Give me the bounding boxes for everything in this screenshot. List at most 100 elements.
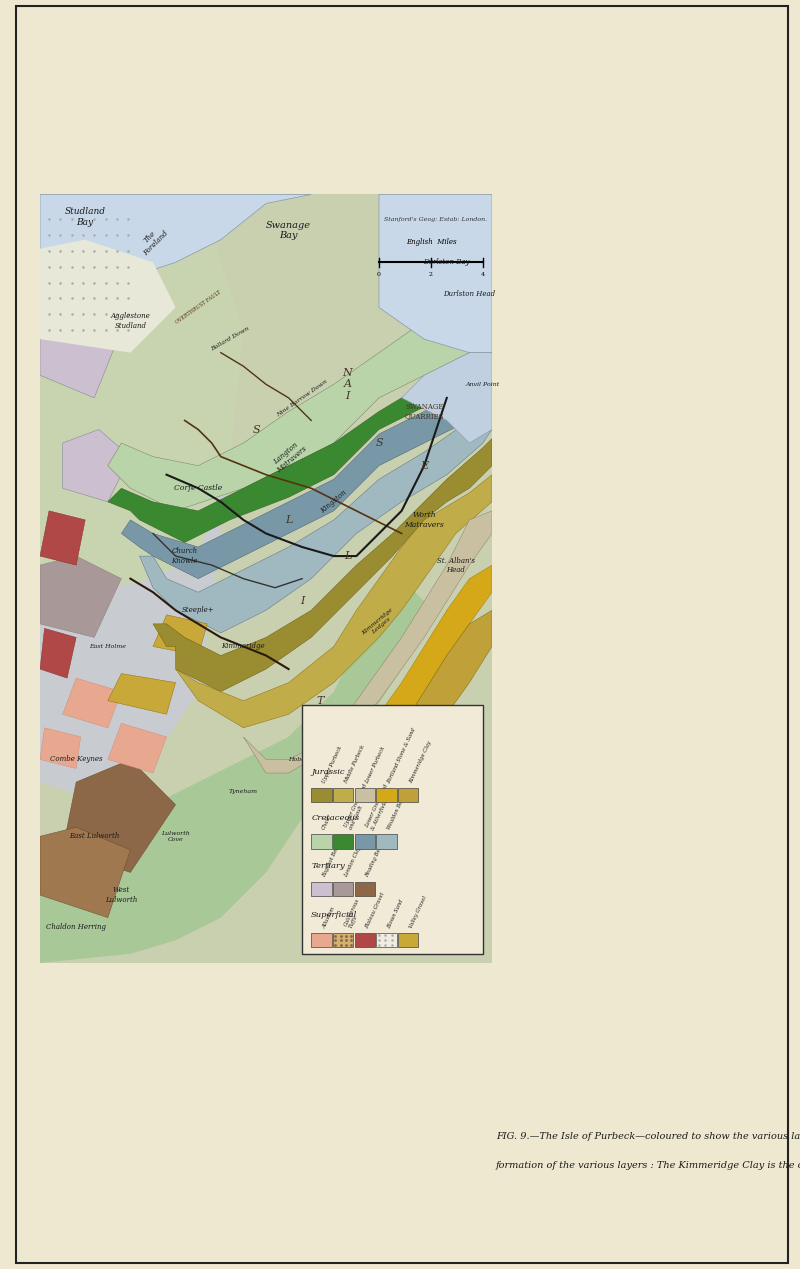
Text: FIG. 9.—The Isle of Purbeck—coloured to show the various layers which are expose: FIG. 9.—The Isle of Purbeck—coloured to … [496, 1132, 800, 1141]
Text: Anvil Point: Anvil Point [466, 382, 500, 387]
Text: Blown Sand: Blown Sand [386, 898, 404, 929]
Polygon shape [40, 194, 311, 284]
Bar [302, 706, 483, 954]
Text: Upper Greensand
and Gault: Upper Greensand and Gault [343, 783, 373, 831]
Polygon shape [311, 565, 492, 805]
Bar [398, 788, 418, 802]
Text: Alluvium: Alluvium [322, 906, 336, 929]
Text: Hobarrow Bay: Hobarrow Bay [288, 758, 334, 761]
Polygon shape [108, 674, 176, 714]
Bar [376, 788, 397, 802]
Text: Combe Keynes: Combe Keynes [50, 755, 102, 764]
Text: Durlston Head: Durlston Head [443, 289, 495, 298]
Text: Studland
Bay: Studland Bay [65, 207, 106, 227]
Text: 4: 4 [481, 272, 485, 277]
Text: Lulworth
Cove: Lulworth Cove [162, 831, 190, 841]
Polygon shape [40, 728, 81, 769]
Text: St. Alban's
Head: St. Alban's Head [437, 557, 475, 574]
Text: West
Lulworth: West Lulworth [105, 887, 138, 904]
Text: East Lulworth: East Lulworth [69, 832, 119, 840]
Text: Superficial: Superficial [311, 911, 358, 920]
Bar [311, 933, 331, 947]
Polygon shape [153, 614, 207, 656]
Text: Middle Purbeck: Middle Purbeck [343, 744, 366, 784]
Text: Swanage
Bay: Swanage Bay [266, 221, 311, 240]
Polygon shape [40, 827, 130, 917]
Text: Langton
Matravers: Langton Matravers [269, 438, 308, 475]
Bar [398, 933, 418, 947]
Text: SWANAGE
QUARRIES: SWANAGE QUARRIES [405, 402, 444, 420]
Text: Kingston: Kingston [319, 489, 349, 515]
Text: London Clay: London Clay [343, 845, 362, 878]
Text: Kimmeridge: Kimmeridge [222, 642, 266, 651]
Polygon shape [379, 194, 492, 353]
Text: 2: 2 [429, 272, 433, 277]
Bar [354, 835, 375, 849]
Text: Nine Barrow Down: Nine Barrow Down [276, 378, 329, 418]
Text: formation of the various layers : The Kimmeridge Clay is the oldest deposit, the: formation of the various layers : The Ki… [496, 1161, 800, 1170]
Polygon shape [40, 556, 122, 637]
Text: Church
Knowle: Church Knowle [171, 547, 198, 565]
Text: Stanford's Geog: Estab: London.: Stanford's Geog: Estab: London. [384, 217, 487, 222]
Bar [354, 933, 375, 947]
Bar [311, 835, 331, 849]
Bar [354, 882, 375, 896]
Text: East Holme: East Holme [90, 643, 126, 648]
Text: Calciferous
Tuffs: Calciferous Tuffs [343, 897, 366, 929]
Polygon shape [108, 284, 492, 511]
Text: Tertiary: Tertiary [311, 862, 345, 869]
Text: Jurassic: Jurassic [311, 768, 345, 777]
Text: N
A
I: N A I [342, 368, 352, 401]
Text: Tyneham: Tyneham [229, 788, 258, 793]
Text: L: L [344, 551, 351, 561]
Text: T: T [317, 695, 324, 706]
Polygon shape [62, 678, 122, 728]
Text: The
Foreland: The Foreland [136, 222, 170, 256]
Text: 0: 0 [377, 272, 381, 277]
Bar [311, 882, 331, 896]
Polygon shape [40, 240, 176, 353]
Bar [376, 835, 397, 849]
Text: Valley Gravel: Valley Gravel [408, 895, 427, 929]
Text: L: L [285, 515, 292, 525]
Text: Reading Beds: Reading Beds [365, 843, 385, 878]
Polygon shape [40, 194, 243, 805]
Polygon shape [62, 759, 176, 873]
Text: Upper Purbeck: Upper Purbeck [322, 746, 343, 784]
Bar [311, 788, 331, 802]
Text: English  Miles: English Miles [406, 239, 456, 246]
Text: Chalk: Chalk [322, 815, 332, 831]
Polygon shape [153, 439, 492, 692]
Text: Agglestone
Studland: Agglestone Studland [110, 312, 150, 330]
Text: Plateau Gravel: Plateau Gravel [365, 891, 386, 929]
Text: S: S [375, 438, 383, 448]
Polygon shape [40, 579, 424, 963]
Text: Corfe Castle: Corfe Castle [174, 485, 222, 492]
Text: Lower Greensand
& Atherfield Clay: Lower Greensand & Atherfield Clay [365, 783, 394, 831]
Bar [376, 933, 397, 947]
Bar [333, 835, 354, 849]
Polygon shape [108, 339, 492, 543]
Bar [354, 788, 375, 802]
Polygon shape [40, 511, 86, 565]
Bar [333, 788, 354, 802]
Text: Durlston Bay: Durlston Bay [423, 259, 470, 266]
Text: E: E [420, 461, 428, 471]
Polygon shape [139, 407, 492, 633]
Text: Portland Stone & Sand: Portland Stone & Sand [386, 727, 417, 784]
Text: I: I [300, 596, 304, 607]
Text: Bagshot Beds: Bagshot Beds [322, 843, 342, 878]
Polygon shape [108, 723, 166, 773]
Polygon shape [243, 511, 492, 773]
Polygon shape [62, 429, 130, 501]
Polygon shape [40, 628, 76, 678]
Polygon shape [40, 194, 243, 602]
Text: Worth
Matravers: Worth Matravers [404, 511, 444, 528]
Bar [333, 933, 354, 947]
Polygon shape [40, 263, 122, 398]
Text: OVERTHRUST FAULT: OVERTHRUST FAULT [174, 289, 222, 325]
Text: Wealdon Beds: Wealdon Beds [386, 794, 407, 831]
Text: Cretaceous: Cretaceous [311, 815, 359, 822]
Text: Steeple+: Steeple+ [182, 607, 214, 614]
Polygon shape [402, 353, 492, 443]
